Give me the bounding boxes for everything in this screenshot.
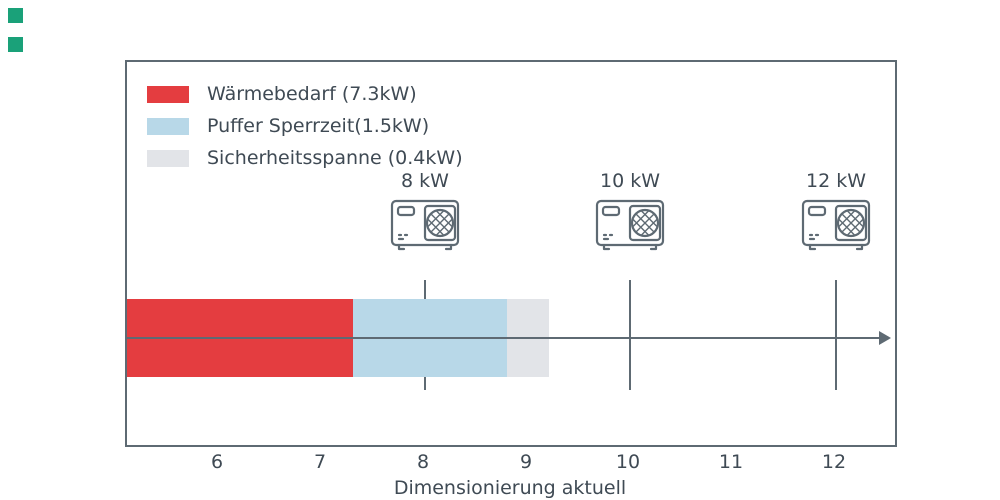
legend-swatch-sicherheitsspanne [147,149,189,167]
legend-label-waermebedarf: Wärmebedarf (7.3kW) [207,83,417,105]
pump-vline-10kw [629,280,631,390]
legend-swatch-puffer-sperrzeit [147,117,189,135]
x-tick-label-9: 9 [519,451,533,473]
teal-marker-square-bottom [8,37,23,52]
heat-pump-icon [595,199,665,251]
x-tick-label-11: 11 [718,451,744,473]
legend: Wärmebedarf (7.3kW) Puffer Sperrzeit(1.5… [147,78,463,174]
x-axis-label: Dimensionierung aktuell [393,477,627,499]
axis-arrow-line [127,337,883,339]
heat-pump-icon [390,199,460,251]
legend-swatch-waermebedarf [147,85,189,103]
legend-item-sicherheitsspanne: Sicherheitsspanne (0.4kW) [147,142,463,174]
heat-pump-icon [801,199,871,251]
x-tick-label-10: 10 [615,451,641,473]
x-tick-label-7: 7 [313,451,327,473]
legend-label-puffer-sperrzeit: Puffer Sperrzeit(1.5kW) [207,115,430,137]
pump-label-8kw: 8 kW [401,170,449,192]
legend-item-puffer-sperrzeit: Puffer Sperrzeit(1.5kW) [147,110,463,142]
axis-arrow-head [879,331,891,345]
legend-item-waermebedarf: Wärmebedarf (7.3kW) [147,78,463,110]
legend-label-sicherheitsspanne: Sicherheitsspanne (0.4kW) [207,147,463,169]
pump-label-10kw: 10 kW [599,170,661,192]
x-tick-label-12: 12 [821,451,847,473]
teal-marker-square-top [8,8,23,23]
pump-vline-12kw [835,280,837,390]
x-tick-label-8: 8 [416,451,430,473]
x-tick-label-6: 6 [210,451,224,473]
pump-label-12kw: 12 kW [805,170,867,192]
plot-area: Wärmebedarf (7.3kW) Puffer Sperrzeit(1.5… [125,60,897,447]
